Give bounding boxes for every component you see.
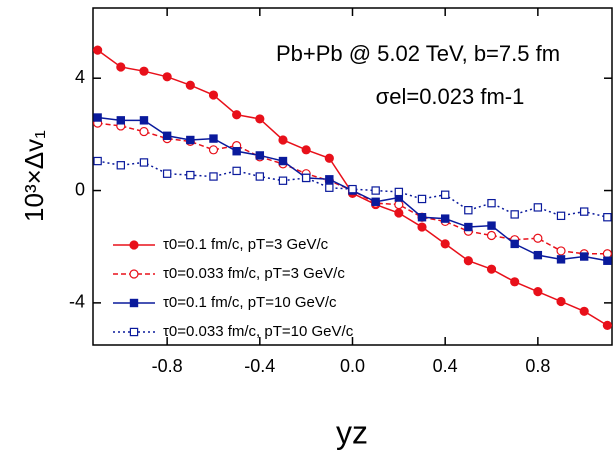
- marker: [116, 161, 126, 170]
- marker: [394, 187, 404, 197]
- marker: [324, 153, 334, 163]
- legend-marker: [129, 298, 139, 308]
- x-tick-label: -0.4: [244, 356, 275, 376]
- marker: [417, 222, 427, 232]
- marker: [463, 256, 473, 266]
- marker: [93, 156, 102, 166]
- marker: [255, 114, 265, 124]
- y-tick-label: -4: [69, 292, 85, 312]
- marker: [603, 256, 612, 265]
- marker: [232, 166, 241, 176]
- marker: [162, 169, 172, 178]
- marker: [487, 198, 496, 208]
- marker: [139, 158, 149, 167]
- x-tick-label: 0.0: [340, 356, 365, 376]
- legend-marker: [129, 327, 139, 337]
- marker: [162, 131, 172, 140]
- marker: [602, 249, 612, 259]
- marker: [255, 151, 265, 160]
- marker: [232, 147, 241, 156]
- marker: [394, 208, 404, 218]
- marker: [533, 250, 543, 260]
- marker: [486, 230, 497, 241]
- marker: [325, 183, 334, 192]
- legend-label: τ0=0.1 fm/c, pT=3 GeV/c: [163, 236, 329, 253]
- marker: [186, 170, 195, 180]
- marker: [93, 113, 102, 122]
- y-tick-label: 0: [75, 179, 85, 199]
- marker: [556, 296, 566, 307]
- marker: [278, 135, 288, 145]
- marker: [255, 172, 265, 181]
- marker: [209, 134, 218, 143]
- marker: [208, 145, 219, 155]
- marker: [533, 287, 543, 297]
- marker: [603, 213, 612, 222]
- marker: [139, 116, 149, 125]
- legend-label: τ0=0.033 fm/c, pT=3 GeV/c: [163, 265, 345, 282]
- marker: [185, 80, 195, 90]
- legend-label: τ0=0.1 fm/c, pT=10 GeV/c: [163, 294, 337, 311]
- x-axis-label: yz: [336, 414, 368, 450]
- marker: [208, 90, 219, 100]
- marker: [464, 206, 473, 215]
- x-tick-label: 0.4: [433, 356, 458, 376]
- marker: [394, 199, 404, 210]
- marker: [487, 221, 496, 230]
- marker: [93, 45, 103, 55]
- marker: [232, 110, 242, 120]
- x-tick-label: -0.8: [152, 356, 183, 376]
- annotation: σel=0.023 fm-1: [376, 84, 525, 109]
- marker: [602, 320, 612, 330]
- marker: [556, 246, 566, 256]
- y-axis-label: 10³×Δv₁: [19, 130, 49, 222]
- marker: [440, 190, 450, 199]
- x-tick-label: 0.8: [525, 356, 550, 376]
- marker: [510, 277, 520, 287]
- y-tick-label: 4: [75, 67, 85, 87]
- marker: [510, 210, 519, 219]
- marker: [371, 197, 380, 206]
- marker: [301, 145, 311, 155]
- legend-label: τ0=0.033 fm/c, pT=10 GeV/c: [163, 323, 354, 340]
- marker: [556, 211, 566, 221]
- marker: [510, 239, 519, 249]
- marker: [116, 116, 126, 125]
- marker: [139, 126, 149, 137]
- marker: [533, 233, 543, 243]
- marker: [209, 172, 218, 181]
- marker: [533, 203, 543, 212]
- marker: [116, 62, 126, 72]
- marker: [301, 173, 311, 183]
- marker: [139, 66, 149, 76]
- marker: [348, 184, 357, 194]
- marker: [440, 239, 450, 249]
- marker: [486, 264, 497, 274]
- marker: [579, 306, 589, 316]
- marker: [325, 175, 334, 184]
- legend-marker: [129, 240, 139, 250]
- marker: [579, 252, 589, 261]
- legend-marker: [129, 269, 139, 279]
- marker: [417, 194, 427, 204]
- annotation: Pb+Pb @ 5.02 TeV, b=7.5 fm: [276, 41, 560, 66]
- marker: [417, 213, 427, 222]
- marker: [278, 156, 288, 166]
- marker: [579, 207, 589, 216]
- marker: [464, 222, 473, 232]
- marker: [556, 255, 566, 264]
- marker: [186, 135, 195, 145]
- marker: [440, 214, 450, 223]
- marker: [278, 176, 288, 185]
- marker: [162, 72, 172, 82]
- marker: [371, 186, 380, 195]
